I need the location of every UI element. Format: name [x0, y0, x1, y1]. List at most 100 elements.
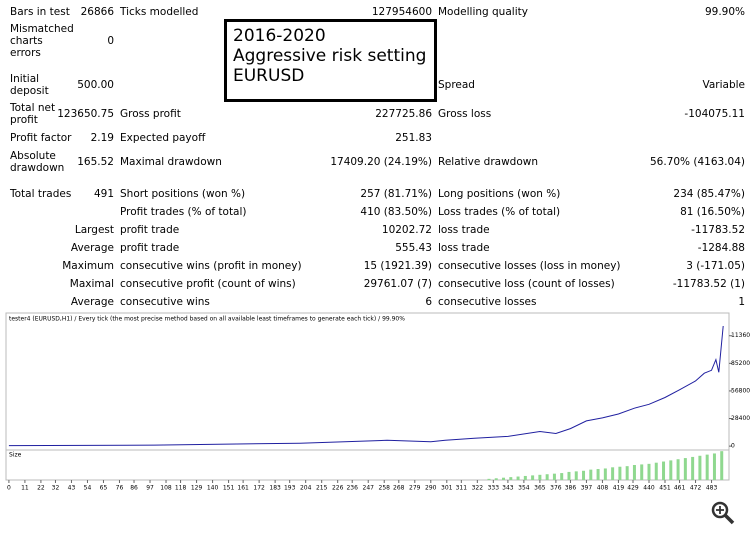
x-tick-label: 22 — [37, 485, 45, 492]
volume-bar — [560, 473, 564, 480]
volume-bar — [632, 465, 636, 480]
volume-bar — [502, 477, 506, 480]
balance-line — [8, 325, 724, 447]
table-cell: Maximal drawdown — [120, 156, 222, 168]
volume-bar — [611, 467, 615, 480]
table-cell: Spread — [438, 79, 475, 91]
volume-bar — [669, 460, 673, 480]
x-tick-label: 193 — [284, 485, 296, 492]
table-cell: loss trade — [438, 224, 490, 236]
x-tick-label: 86 — [130, 485, 138, 492]
y-tick-label: 85200 — [731, 360, 750, 367]
table-cell: Short positions (won %) — [120, 188, 246, 200]
x-tick-label: 429 — [627, 485, 639, 492]
table-cell: 257 (81.71%) — [360, 188, 432, 200]
volume-bar — [625, 466, 629, 480]
x-tick-label: 322 — [472, 485, 484, 492]
table-cell: profit trade — [120, 242, 180, 254]
table-cell: 234 (85.47%) — [673, 188, 745, 200]
table-cell: Bars in test — [10, 6, 70, 18]
table-cell: 123650.75 — [57, 108, 114, 120]
zoom-icon[interactable] — [711, 501, 735, 525]
x-tick-label: 397 — [581, 485, 593, 492]
volume-bar — [712, 453, 716, 480]
annotation-line: 2016-2020 — [233, 26, 326, 46]
x-tick-label: 183 — [269, 485, 281, 492]
annotation-line: Aggressive risk setting — [233, 46, 427, 66]
x-tick-label: 408 — [597, 485, 609, 492]
table-cell: Gross loss — [438, 108, 492, 120]
table-cell: 165.52 — [77, 156, 114, 168]
table-cell: loss trade — [438, 242, 490, 254]
volume-bar — [545, 474, 549, 480]
x-tick-label: 461 — [674, 485, 686, 492]
table-cell: 81 (16.50%) — [680, 206, 745, 218]
table-cell: -11783.52 — [691, 224, 745, 236]
table-cell: consecutive losses — [438, 296, 537, 308]
y-tick-label: 56800 — [731, 387, 750, 394]
x-tick-label: 0 — [7, 485, 11, 492]
table-cell: Long positions (won %) — [438, 188, 561, 200]
y-tick-label: 28400 — [731, 415, 750, 422]
x-tick-label: 54 — [84, 485, 92, 492]
volume-bar — [596, 469, 600, 480]
x-tick-label: 226 — [332, 485, 344, 492]
table-cell: Largest — [74, 224, 114, 236]
x-tick-label: 151 — [223, 485, 235, 492]
table-cell: Maximum — [62, 260, 114, 272]
x-tick-label: 236 — [346, 485, 358, 492]
volume-bar — [654, 462, 658, 480]
x-tick-label: 258 — [379, 485, 391, 492]
table-cell: 3 (-171.05) — [686, 260, 745, 272]
y-tick-label: 0 — [731, 443, 735, 450]
table-cell: consecutive profit (count of wins) — [120, 278, 296, 290]
volume-bar — [567, 471, 571, 480]
table-cell: 500.00 — [77, 79, 114, 91]
table-cell: 56.70% (4163.04) — [650, 156, 745, 168]
table-cell: consecutive wins (profit in money) — [120, 260, 302, 272]
volume-bar — [603, 468, 607, 480]
volume-bar — [662, 461, 666, 480]
table-cell: 29761.07 (7) — [363, 278, 432, 290]
size-label: Size — [9, 452, 22, 459]
x-tick-label: 161 — [237, 485, 249, 492]
volume-bar — [683, 458, 687, 480]
volume-bar — [487, 478, 491, 480]
table-cell: 15 (1921.39) — [363, 260, 432, 272]
volume-bar — [720, 451, 724, 480]
annotation-box: 2016-2020 Aggressive risk setting EURUSD — [224, 19, 437, 102]
table-cell: Variable — [702, 79, 745, 91]
volume-bar — [538, 474, 542, 480]
volume-bar — [582, 470, 586, 480]
table-cell: 251.83 — [395, 132, 432, 144]
table-cell: Total net profit — [10, 102, 56, 126]
x-tick-label: 279 — [409, 485, 421, 492]
x-tick-label: 419 — [613, 485, 625, 492]
x-tick-label: 204 — [300, 485, 312, 492]
x-tick-label: 376 — [550, 485, 562, 492]
table-cell: Ticks modelled — [120, 6, 199, 18]
volume-bar — [509, 477, 513, 480]
table-cell: Expected payoff — [120, 132, 206, 144]
table-cell: Modelling quality — [438, 6, 528, 18]
volume-bar — [691, 456, 695, 480]
x-tick-label: 268 — [393, 485, 405, 492]
x-tick-label: 11 — [21, 485, 29, 492]
table-cell: 10202.72 — [381, 224, 432, 236]
table-cell: Maximal — [69, 278, 114, 290]
table-cell: 555.43 — [395, 242, 432, 254]
table-cell: 127954600 — [371, 6, 432, 18]
x-tick-label: 354 — [518, 485, 530, 492]
x-tick-label: 215 — [316, 485, 328, 492]
table-cell: -1284.88 — [697, 242, 745, 254]
volume-bar — [516, 476, 520, 480]
x-tick-label: 483 — [706, 485, 718, 492]
x-tick-label: 65 — [100, 485, 108, 492]
volume-bar — [494, 478, 498, 480]
volume-bar — [647, 463, 651, 480]
main-pane — [5, 312, 730, 451]
x-tick-label: 290 — [425, 485, 437, 492]
table-cell: Relative drawdown — [438, 156, 539, 168]
